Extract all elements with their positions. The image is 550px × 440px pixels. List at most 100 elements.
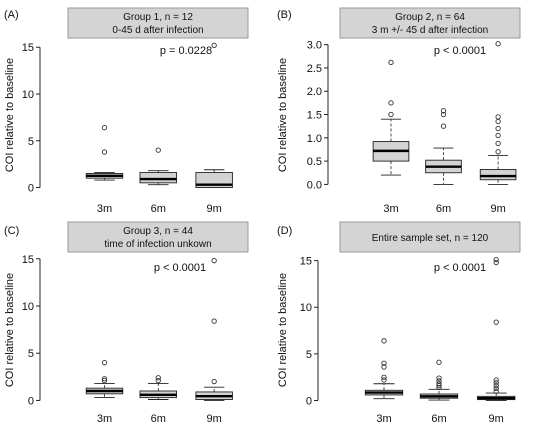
- outlier-point: [101, 149, 108, 155]
- y-tick-label: 10: [300, 302, 312, 314]
- x-tick-label: 3m: [376, 413, 391, 425]
- y-tick-label: 15: [300, 256, 312, 268]
- p-value-annotation: p < 0.0001: [434, 262, 486, 274]
- title-box: [339, 7, 521, 39]
- y-axis-label: COI relative to baseline: [277, 58, 289, 172]
- y-tick-label: 2.5: [307, 63, 322, 75]
- box-6m: [425, 108, 462, 185]
- outlier-point: [440, 111, 447, 118]
- panel-title: Group 1, n = 12: [123, 12, 193, 23]
- panel-subtitle: time of infection unkown: [104, 239, 211, 250]
- p-value-annotation: p < 0.0001: [434, 45, 486, 57]
- box-6m: [139, 375, 177, 400]
- outlier-point: [493, 259, 499, 266]
- x-tick-label: 6m: [151, 203, 166, 215]
- outlier-point: [155, 147, 161, 153]
- title-box: [67, 7, 249, 39]
- y-tick-label: 0.0: [307, 179, 322, 191]
- y-tick-label: 5: [28, 136, 34, 148]
- y-tick-label: 3.0: [307, 40, 322, 52]
- y-tick-label: 10: [22, 301, 34, 313]
- iqr-box: [139, 172, 177, 184]
- y-tick-label: 1.0: [307, 133, 322, 145]
- y-tick-label: 0.5: [307, 156, 322, 168]
- outlier-point: [155, 377, 161, 384]
- outlier-point: [211, 258, 217, 264]
- panel-label: (A): [4, 9, 19, 21]
- outlier-point: [495, 132, 501, 139]
- iqr-box: [479, 169, 517, 181]
- panel-label: (D): [277, 225, 292, 237]
- x-tick-label: 6m: [436, 203, 451, 215]
- outlier-point: [211, 42, 217, 49]
- y-axis-label: COI relative to baseline: [4, 58, 16, 172]
- panel-subtitle: 0-45 d after infection: [112, 25, 203, 36]
- box-3m: [372, 59, 410, 176]
- outlier-point: [495, 41, 501, 47]
- p-value-annotation: p < 0.0001: [154, 262, 206, 274]
- y-tick-label: 10: [22, 89, 34, 101]
- x-tick-label: 3m: [97, 413, 112, 425]
- outlier-point: [493, 388, 499, 394]
- box-3m: [85, 125, 124, 181]
- outlier-point: [101, 376, 108, 382]
- outlier-point: [495, 118, 501, 125]
- x-tick-label: 9m: [490, 203, 505, 215]
- outlier-point: [388, 100, 394, 106]
- y-tick-label: 15: [22, 254, 34, 266]
- outlier-point: [493, 319, 499, 325]
- outlier-point: [381, 377, 387, 383]
- outlier-point: [211, 318, 217, 324]
- box-3m: [85, 360, 124, 399]
- outlier-point: [436, 359, 442, 365]
- box-6m: [139, 147, 177, 186]
- title-box: [67, 221, 249, 253]
- y-tick-label: 0: [28, 395, 34, 407]
- panel-subtitle: 3 m +/- 45 d after infection: [372, 25, 488, 36]
- y-tick-label: 1.5: [307, 110, 322, 122]
- y-tick-label: 0: [28, 183, 34, 195]
- x-tick-label: 9m: [207, 203, 222, 215]
- box-9m: [195, 42, 233, 188]
- outlier-point: [495, 149, 501, 155]
- box-9m: [195, 258, 233, 401]
- outlier-point: [495, 114, 501, 120]
- panel-c: (C) Group 3, n = 44 time of infection unko…: [4, 221, 249, 425]
- y-tick-label: 5: [28, 348, 34, 360]
- outlier-point: [381, 360, 387, 366]
- outlier-point: [381, 364, 387, 370]
- box-6m: [419, 359, 459, 401]
- box-3m: [364, 338, 404, 400]
- outlier-point: [388, 59, 394, 66]
- outlier-point: [436, 378, 442, 384]
- x-tick-label: 3m: [97, 203, 112, 215]
- x-tick-label: 9m: [489, 413, 504, 425]
- outlier-point: [440, 108, 447, 114]
- outlier-point: [436, 375, 442, 381]
- box-9m: [477, 257, 516, 401]
- outlier-point: [381, 338, 387, 344]
- outlier-point: [493, 385, 499, 392]
- panel-title: Group 2, n = 64: [395, 12, 465, 23]
- outlier-point: [495, 125, 501, 132]
- x-tick-label: 6m: [151, 413, 166, 425]
- y-axis-label: COI relative to baseline: [277, 273, 289, 387]
- outlier-point: [388, 111, 394, 118]
- outlier-point: [381, 374, 387, 380]
- panel-title: Entire sample set, n = 120: [372, 233, 489, 244]
- p-value-annotation: p = 0.0228: [160, 45, 212, 57]
- outlier-point: [493, 380, 499, 386]
- panel-b: (B) Group 2, n = 64 3 m +/- 45 d after inf…: [277, 7, 521, 215]
- panel-label: (B): [277, 9, 292, 21]
- y-tick-label: 15: [22, 42, 34, 54]
- panel-title: Group 3, n = 44: [123, 226, 193, 237]
- outlier-point: [101, 125, 108, 131]
- x-tick-label: 6m: [431, 413, 446, 425]
- y-tick-label: 0: [306, 396, 312, 408]
- panel-label: (C): [4, 225, 19, 237]
- x-tick-label: 3m: [383, 203, 398, 215]
- outlier-point: [211, 378, 217, 385]
- outlier-point: [101, 377, 108, 384]
- outlier-point: [436, 384, 442, 391]
